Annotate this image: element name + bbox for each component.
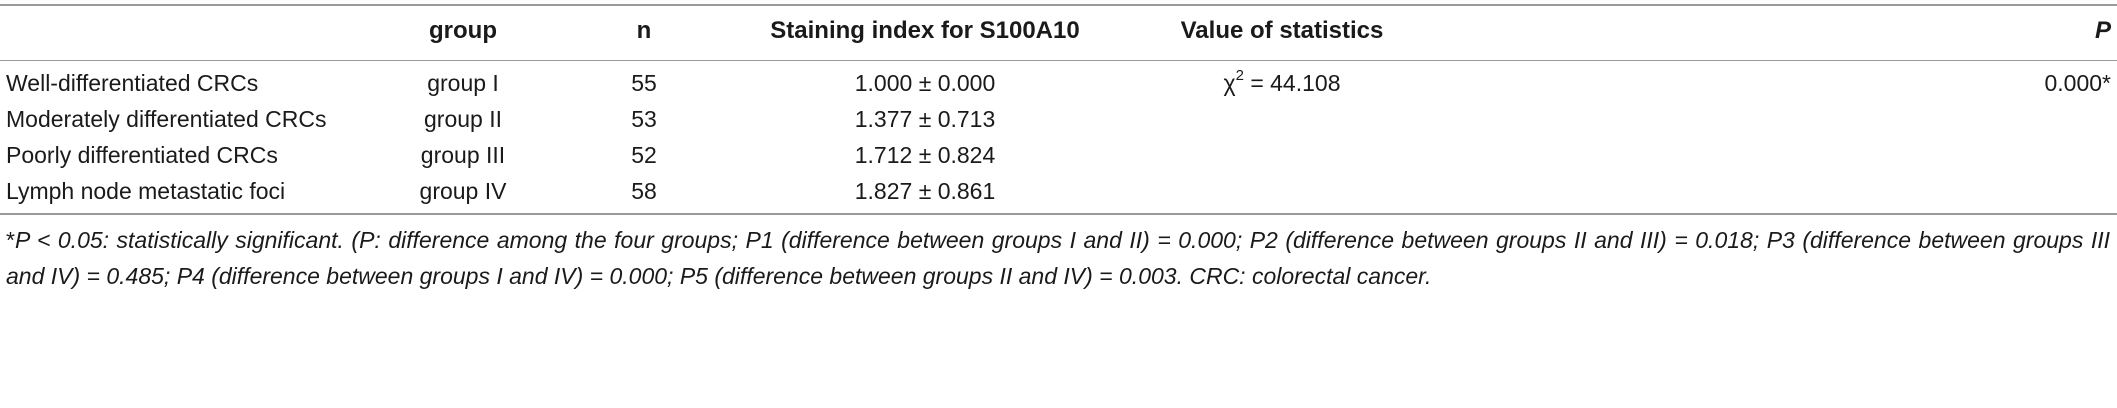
row-n: 55 [631, 70, 657, 96]
row-n: 58 [631, 178, 657, 204]
header-divider [0, 60, 2117, 61]
row-group: group I [427, 70, 499, 96]
table-row: Moderately differentiated CRCs group II … [0, 100, 2117, 138]
row-statistic: χ2 = 44.108 [1224, 64, 1341, 102]
row-group: group IV [419, 178, 507, 204]
row-staining: 1.712 ± 0.824 [854, 142, 996, 168]
header-staining-index: Staining index for S100A10 [770, 17, 1080, 44]
row-staining: 1.000 ± 0.000 [854, 70, 996, 96]
table-row: Well-differentiated CRCs group I 55 1.00… [0, 64, 2117, 102]
header-group: group [429, 17, 497, 44]
row-group: group II [424, 106, 502, 132]
row-n: 53 [631, 106, 657, 132]
row-staining: 1.827 ± 0.861 [854, 178, 996, 204]
statistic-superscript: 2 [1235, 67, 1244, 85]
footnote-text: P < 0.05: statistically significant. (P:… [6, 227, 2110, 289]
table-bottom-rule [0, 213, 2117, 215]
row-group: group III [420, 142, 506, 168]
table-row: Lymph node metastatic foci group IV 58 1… [0, 172, 2117, 210]
statistic-symbol: χ [1223, 70, 1236, 96]
table-row: Poorly differentiated CRCs group III 52 … [0, 136, 2117, 174]
table-top-rule [0, 4, 2117, 6]
row-label: Moderately differentiated CRCs [6, 106, 327, 132]
row-n: 52 [631, 142, 657, 168]
row-label: Poorly differentiated CRCs [6, 142, 278, 168]
header-value-of-statistics: Value of statistics [1180, 17, 1384, 44]
table-header-row: group n Staining index for S100A10 Value… [0, 12, 2117, 50]
footnote-star: * [6, 227, 15, 253]
table-footnote: *P < 0.05: statistically significant. (P… [6, 222, 2110, 294]
header-n: n [636, 17, 652, 44]
header-p: P [2094, 17, 2111, 44]
row-label: Lymph node metastatic foci [6, 178, 286, 204]
row-p-value: 0.000* [2044, 70, 2111, 96]
statistic-value: = 44.108 [1243, 70, 1341, 96]
row-staining: 1.377 ± 0.713 [854, 106, 996, 132]
row-label: Well-differentiated CRCs [6, 70, 259, 96]
